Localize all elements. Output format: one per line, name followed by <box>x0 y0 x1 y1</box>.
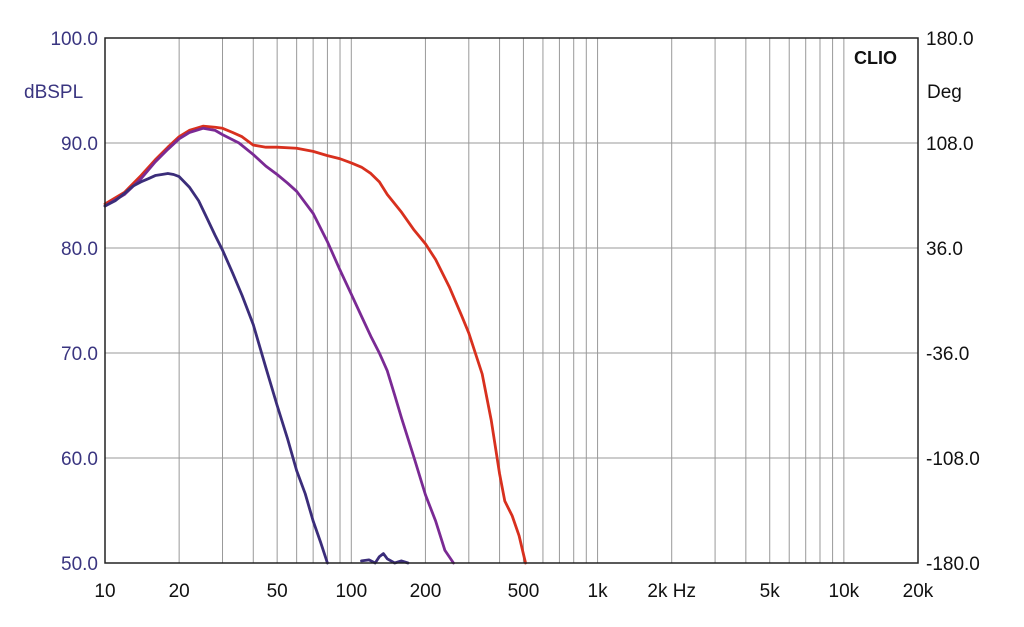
x-tick-label: 50 <box>267 581 288 602</box>
x-tick-label: 20k <box>903 581 934 602</box>
left-tick-label: 100.0 <box>50 29 98 50</box>
left-tick-label: 80.0 <box>61 239 98 260</box>
left-tick-label: 90.0 <box>61 134 98 155</box>
x-tick-label: 2k Hz <box>647 581 696 602</box>
plot-frame <box>104 37 919 564</box>
response-curve-3 <box>103 172 329 565</box>
right-tick-label: -180.0 <box>926 554 980 575</box>
response-curve-1 <box>103 124 527 565</box>
grid <box>105 38 918 563</box>
left-tick-label: 50.0 <box>61 554 98 575</box>
right-tick-label: -36.0 <box>926 344 969 365</box>
right-tick-label: 180.0 <box>926 29 974 50</box>
x-tick-label: 5k <box>760 581 781 602</box>
x-tick-label: 1k <box>588 581 609 602</box>
x-tick-label: 200 <box>410 581 442 602</box>
x-tick-label: 10k <box>829 581 860 602</box>
tick-labels: 100.0 90.0 80.0 70.0 60.0 50.0 180.0 108.0 36.0 -… <box>50 29 979 602</box>
left-tick-label: 70.0 <box>61 344 98 365</box>
curves <box>103 124 527 565</box>
right-tick-label: 36.0 <box>926 239 963 260</box>
left-axis-unit: dBSPL <box>24 82 83 103</box>
right-axis-unit: Deg <box>927 82 962 103</box>
x-tick-label: 20 <box>169 581 190 602</box>
x-tick-label: 10 <box>94 581 115 602</box>
left-tick-label: 60.0 <box>61 449 98 470</box>
response-curve-4 <box>360 552 410 565</box>
x-tick-label: 500 <box>508 581 540 602</box>
response-curve-2 <box>103 126 455 565</box>
right-tick-label: 108.0 <box>926 134 974 155</box>
brand-label: CLIO <box>854 48 897 68</box>
x-tick-label: 100 <box>335 581 367 602</box>
right-tick-label: -108.0 <box>926 449 980 470</box>
